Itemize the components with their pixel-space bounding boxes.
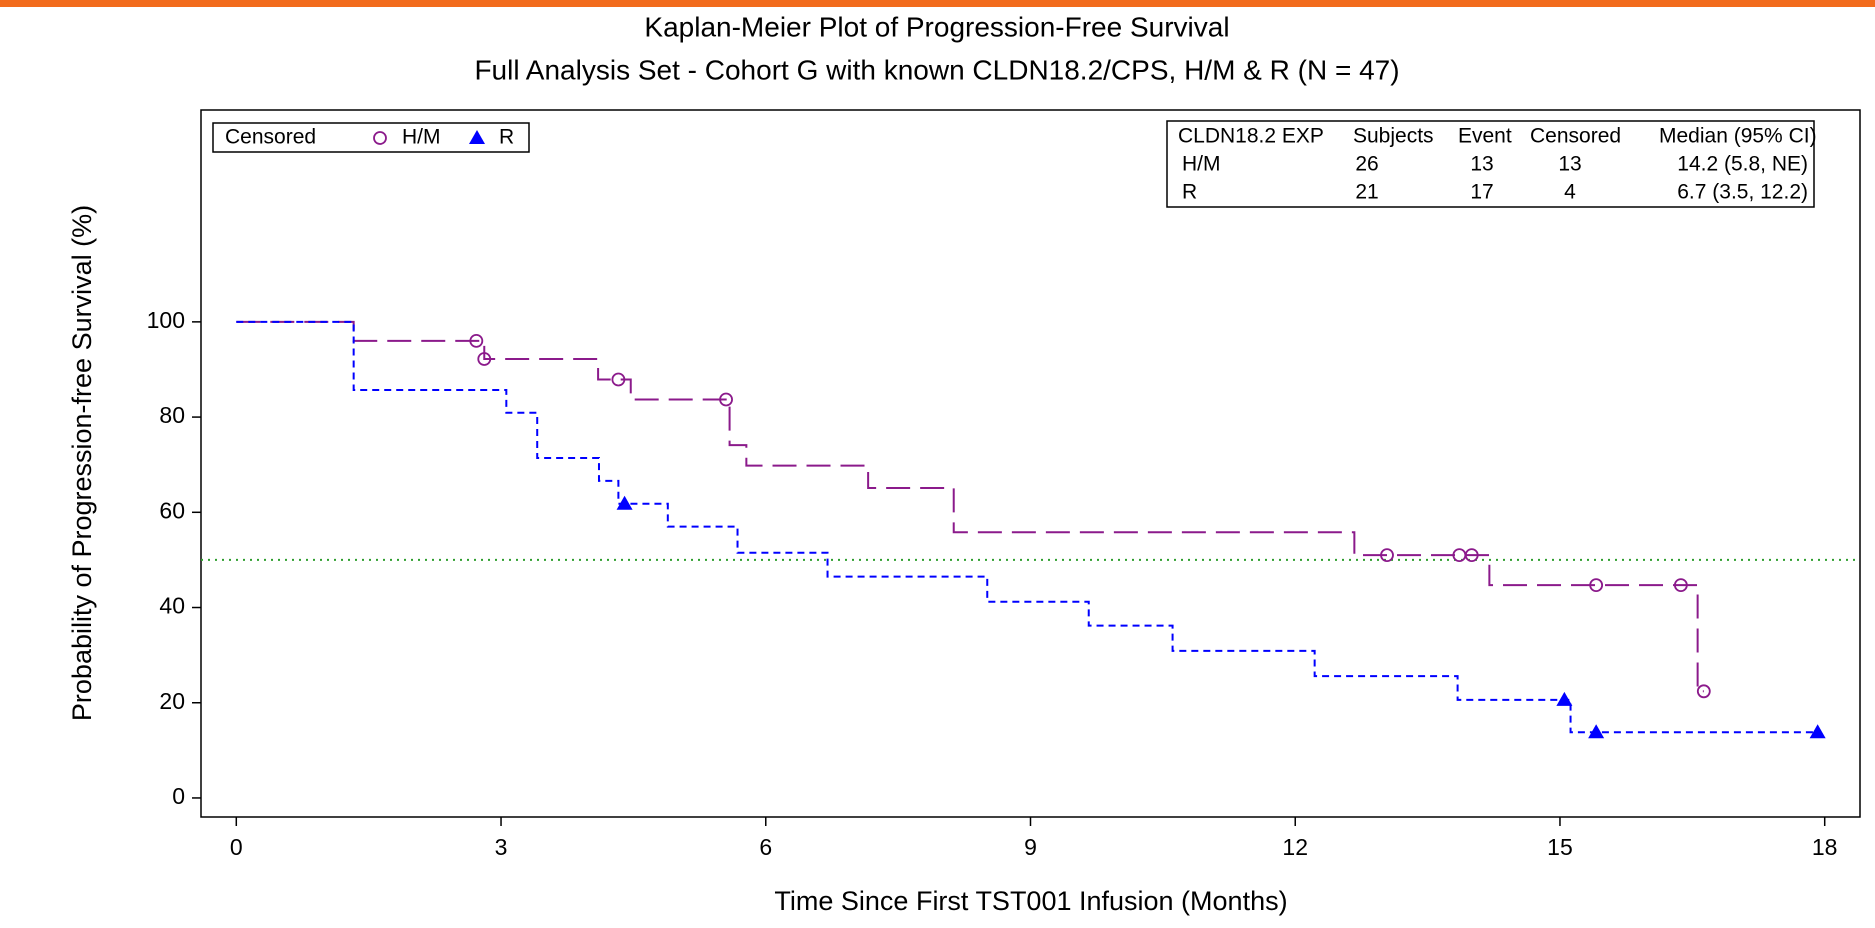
- y-axis-label: Probability of Progression-free Survival…: [67, 205, 97, 721]
- survival-curve: [236, 320, 1704, 693]
- censor-marker: [1452, 548, 1467, 563]
- survival-curve: [236, 320, 1818, 734]
- x-tick-label: 3: [495, 834, 508, 860]
- table-cell: 13: [1470, 153, 1493, 176]
- y-tick-label: 60: [159, 497, 185, 523]
- y-tick-label: 80: [159, 402, 185, 428]
- censor-marker: [611, 372, 626, 387]
- censor-marker: [1589, 578, 1604, 593]
- legend-label: R: [499, 126, 514, 149]
- censor-marker: [1556, 691, 1573, 706]
- censor-marker: [1588, 724, 1605, 739]
- censor-marker: [1809, 724, 1826, 739]
- top-bar: [0, 0, 1875, 7]
- x-tick-label: 9: [1024, 834, 1037, 860]
- legend-marker: [373, 131, 387, 145]
- censor-marker: [1673, 578, 1688, 593]
- table-cell: 4: [1564, 181, 1576, 204]
- censor-marker: [616, 495, 633, 510]
- legend-label: H/M: [402, 126, 441, 149]
- table-cell: 13: [1558, 153, 1581, 176]
- table-header: Censored: [1530, 125, 1621, 148]
- table-box: [1166, 120, 1815, 208]
- censor-marker: [1380, 548, 1394, 563]
- censor-marker: [477, 352, 492, 366]
- y-tick-label: 40: [159, 593, 185, 619]
- y-tick-label: 100: [147, 307, 185, 333]
- legend-marker: [469, 130, 485, 144]
- table-cell: H/M: [1182, 153, 1221, 176]
- legend-title: Censored: [225, 126, 316, 149]
- table-cell: 14.2 (5.8, NE): [1677, 153, 1808, 176]
- table-header: Median (95% CI): [1659, 125, 1817, 148]
- x-tick-label: 18: [1812, 834, 1838, 860]
- chart-subtitle: Full Analysis Set - Cohort G with known …: [474, 54, 1399, 85]
- table-cell: 17: [1470, 181, 1493, 204]
- censor-marker: [719, 392, 733, 407]
- plot-frame: [200, 109, 1861, 818]
- y-tick-label: 0: [172, 783, 185, 809]
- table-header: Event: [1458, 125, 1512, 148]
- y-tick-label: 20: [159, 688, 185, 714]
- table-header: CLDN18.2 EXP: [1178, 125, 1324, 148]
- censor-marker: [469, 334, 484, 348]
- x-tick-label: 6: [759, 834, 772, 860]
- table-header: Subjects: [1353, 125, 1434, 148]
- table-cell: 26: [1355, 153, 1378, 176]
- censor-marker: [1464, 548, 1479, 563]
- censor-marker: [1696, 684, 1711, 699]
- table-cell: 6.7 (3.5, 12.2): [1677, 181, 1808, 204]
- x-tick-label: 0: [230, 834, 243, 860]
- x-axis-label: Time Since First TST001 Infusion (Months…: [774, 886, 1287, 916]
- x-tick-label: 15: [1547, 834, 1573, 860]
- table-cell: 21: [1355, 181, 1378, 204]
- x-tick-label: 12: [1282, 834, 1308, 860]
- table-cell: R: [1182, 181, 1197, 204]
- chart-title: Kaplan-Meier Plot of Progression-Free Su…: [644, 11, 1229, 42]
